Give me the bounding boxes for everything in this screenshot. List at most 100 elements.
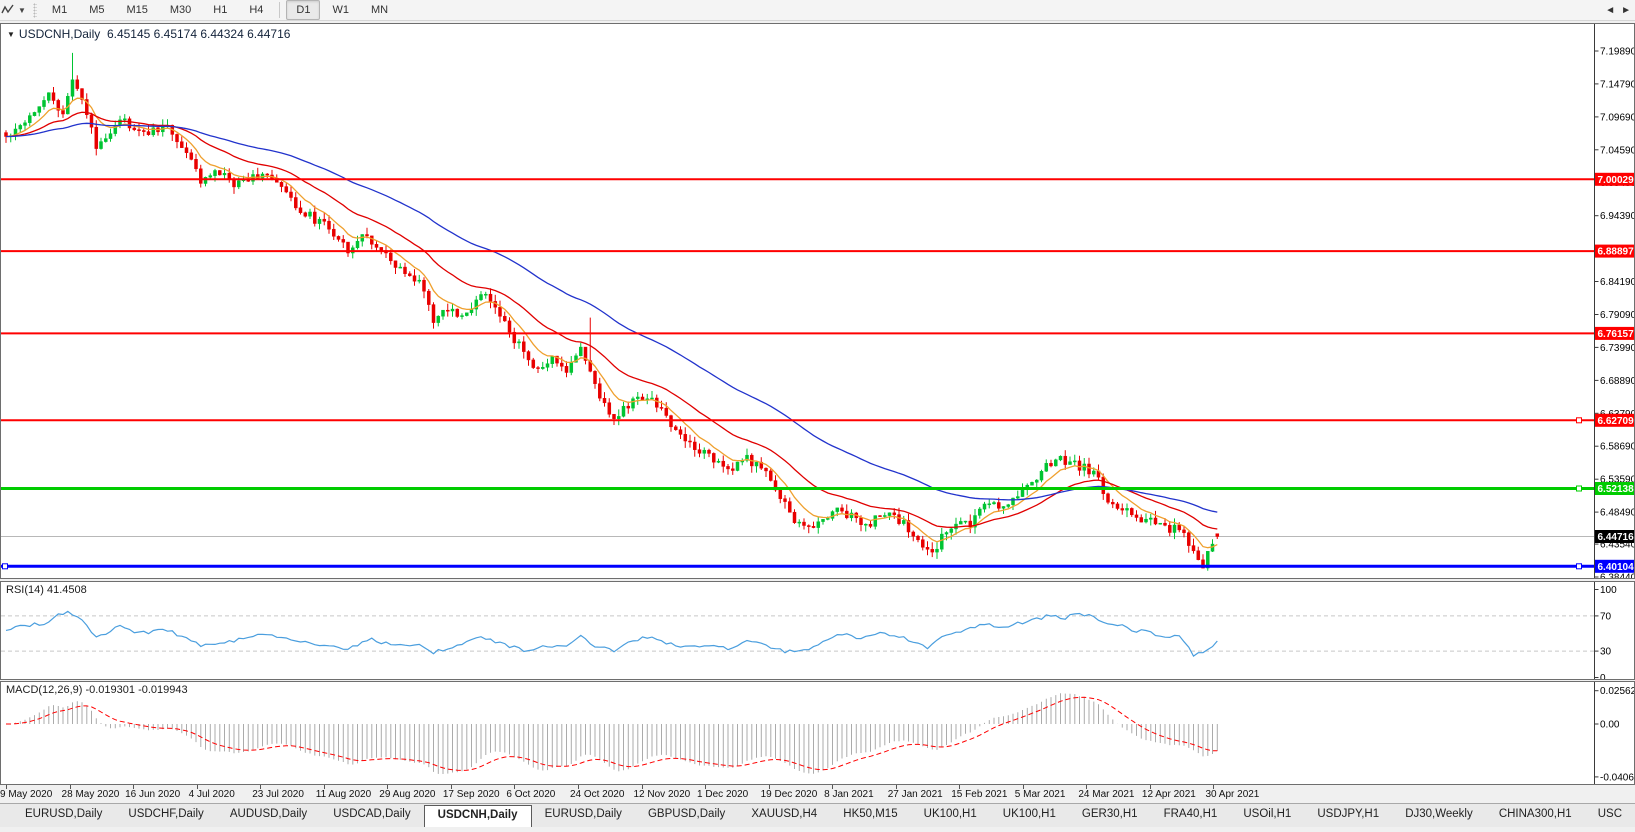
price-tick-label: 6.48490 <box>1600 508 1634 519</box>
macd-label: MACD(12,26,9) -0.019301 -0.019943 <box>6 684 188 696</box>
tab-usc[interactable]: USC <box>1597 808 1623 820</box>
ma-slow-line <box>6 122 1218 513</box>
tf-button-m5[interactable]: M5 <box>89 4 105 16</box>
date-tick <box>895 785 897 789</box>
tab-usdcnh-daily[interactable]: USDCNH,Daily <box>423 805 532 827</box>
toolbar-grip[interactable] <box>32 2 37 18</box>
date-tick <box>450 785 452 789</box>
price-tick-label: 6.94390 <box>1600 211 1634 222</box>
svg-text:6.44716: 6.44716 <box>1598 532 1635 543</box>
date-tick <box>133 785 135 789</box>
price-tag <box>1595 244 1634 258</box>
chart-cursor-icon[interactable] <box>0 0 17 20</box>
tf-button-m1[interactable]: M1 <box>51 4 68 16</box>
tf-button-m15[interactable]: M15 <box>126 4 148 16</box>
date-label: 12 Apr 2021 <box>1141 789 1196 800</box>
date-tick <box>323 785 325 789</box>
tab-scroll-left-icon[interactable]: ◄ <box>1605 5 1616 16</box>
svg-text:6.62709: 6.62709 <box>1598 416 1635 427</box>
tf-button-h1[interactable]: H1 <box>213 4 228 16</box>
tab-ger30-h1[interactable]: GER30,H1 <box>1081 808 1138 820</box>
tf-button-h4[interactable]: H4 <box>249 4 264 16</box>
rsi-line <box>5 610 1218 657</box>
svg-text:6.40104: 6.40104 <box>1598 562 1635 573</box>
date-label: 15 Feb 2021 <box>951 789 1008 800</box>
price-tag <box>1595 482 1634 495</box>
price-tag <box>1595 413 1634 427</box>
ma-fast-line <box>5 97 1218 549</box>
tab-usdcad-daily[interactable]: USDCAD,Daily <box>333 808 411 820</box>
tab-fra40-h1[interactable]: FRA40,H1 <box>1163 808 1218 820</box>
macd-tick-label: -0.04068 <box>1600 772 1634 783</box>
tf-button-w1[interactable]: W1 <box>332 4 349 16</box>
tab-eurusd-daily[interactable]: EURUSD,Daily <box>25 808 103 820</box>
tab-scroll-right-icon[interactable]: ► <box>1621 5 1631 16</box>
date-label: 12 Nov 2020 <box>633 789 691 800</box>
macd-signal-line <box>6 696 1218 771</box>
tf-button-m30[interactable]: M30 <box>169 4 192 16</box>
date-tick <box>577 785 579 789</box>
tab-usdchf-daily[interactable]: USDCHF,Daily <box>128 808 204 820</box>
date-tick <box>387 785 389 789</box>
date-label: 8 Jan 2021 <box>824 789 874 800</box>
date-label: 24 Oct 2020 <box>569 789 625 800</box>
tab-uk100-h1[interactable]: UK100,H1 <box>1002 808 1056 820</box>
date-label: 19 Dec 2020 <box>760 789 818 800</box>
tab-audusd-daily[interactable]: AUDUSD,Daily <box>229 808 308 820</box>
price-tick-label: 6.43540 <box>1600 540 1634 551</box>
ohlc-values: 6.45145 6.45174 6.44324 6.44716 <box>106 27 291 41</box>
rsi-indicator-pane[interactable]: 100 70 30 0 RSI(14) 41.4508 <box>0 581 1635 680</box>
price-tick-label: 6.58690 <box>1600 442 1634 453</box>
macd-tick-label: 0.025623 <box>1600 686 1634 697</box>
date-label: 30 Apr 2021 <box>1205 789 1260 800</box>
rsi-tick-label: 0 <box>1600 673 1606 679</box>
date-label: 5 Mar 2021 <box>1014 789 1066 800</box>
date-label: 6 Oct 2020 <box>506 789 556 800</box>
tf-button-d1[interactable]: D1 <box>286 0 321 20</box>
price-tag <box>1595 172 1634 186</box>
symbol-period-label: USDCNH,Daily <box>18 27 101 41</box>
svg-text:6.52138: 6.52138 <box>1598 484 1635 495</box>
macd-tick-label: 0.00 <box>1600 720 1620 731</box>
date-tick <box>641 785 643 789</box>
tab-china300-h1[interactable]: CHINA300,H1 <box>1498 808 1572 820</box>
tab-gbpusd-daily[interactable]: GBPUSD,Daily <box>647 808 726 820</box>
date-tick <box>705 785 707 789</box>
price-tick-label: 7.04590 <box>1600 145 1634 156</box>
tab-usdjpy-h1[interactable]: USDJPY,H1 <box>1317 808 1380 820</box>
price-tag <box>1595 530 1634 543</box>
tab-scroll-buttons: ◄ ► <box>1605 5 1631 16</box>
date-tick <box>832 785 834 789</box>
date-label: 23 Jul 2020 <box>252 789 304 800</box>
tab-usoil-h1[interactable]: USOil,H1 <box>1243 808 1292 820</box>
tab-dj30-weekly[interactable]: DJ30,Weekly <box>1405 808 1473 820</box>
svg-text:6.88897: 6.88897 <box>1598 247 1635 258</box>
tab-hk50-m15[interactable]: HK50,M15 <box>843 808 898 820</box>
chart-collapse-icon[interactable]: ▼ <box>7 30 15 39</box>
macd-indicator-pane[interactable]: 0.025623 0.00 -0.04068 MACD(12,26,9) -0.01… <box>0 681 1635 785</box>
date-label: 28 May 2020 <box>61 789 120 800</box>
date-tick <box>1213 785 1215 789</box>
price-tick-label: 7.19890 <box>1600 47 1634 58</box>
hline-handle <box>1576 563 1582 570</box>
tab-uk100-h1[interactable]: UK100,H1 <box>923 808 977 820</box>
price-tick-label: 7.14790 <box>1600 79 1634 90</box>
hline-handle <box>1576 485 1582 492</box>
chevron-down-icon[interactable]: ▼ <box>18 5 26 15</box>
tab-xauusd-h4[interactable]: XAUUSD,H4 <box>751 808 818 820</box>
main-chart-pane[interactable]: 7.198907.147907.096907.045906.994906.943… <box>0 23 1635 579</box>
price-tick-label: 6.53590 <box>1600 475 1634 486</box>
toolbar-separator <box>279 2 281 18</box>
date-tick <box>959 785 961 789</box>
date-axis[interactable]: 9 May 2020 28 May 2020 16 Jun 2020 4 Jul 20… <box>0 785 1635 803</box>
date-tick <box>69 785 71 789</box>
date-label: 24 Mar 2021 <box>1078 789 1135 800</box>
price-tag <box>1595 326 1634 340</box>
date-tick <box>196 785 198 789</box>
price-tick-label: 6.68890 <box>1600 376 1634 387</box>
tab-eurusd-daily[interactable]: EURUSD,Daily <box>544 808 622 820</box>
price-tick-label: 6.84190 <box>1600 277 1634 288</box>
tf-button-mn[interactable]: MN <box>370 4 389 16</box>
date-label: 4 Jul 2020 <box>188 789 235 800</box>
price-tick-label: 6.38440 <box>1600 573 1634 579</box>
